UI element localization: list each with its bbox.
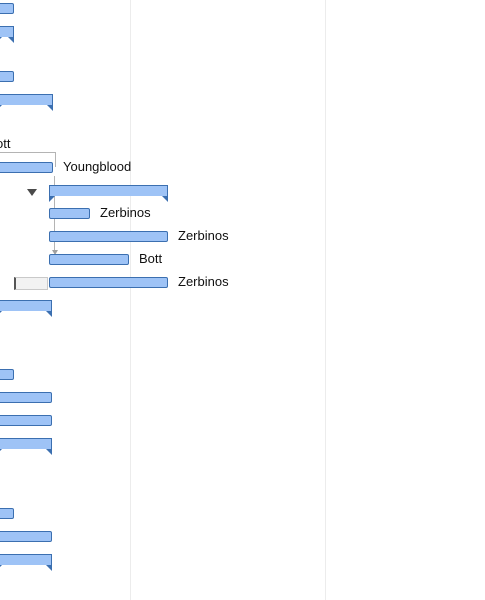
- dependency-connector: [0, 152, 56, 167]
- task-bar[interactable]: [0, 71, 14, 82]
- task-bar[interactable]: [49, 208, 90, 219]
- task-owner-label: Zerbinos: [100, 205, 151, 220]
- timeline-gridline: [325, 0, 326, 600]
- task-bar[interactable]: [0, 508, 14, 519]
- task-bar[interactable]: [0, 531, 52, 542]
- task-owner-label: Youngblood: [63, 159, 132, 174]
- task-bar[interactable]: [49, 254, 129, 265]
- task-owner-label: Zerbinos: [178, 228, 229, 243]
- task-bar[interactable]: [0, 369, 14, 380]
- summary-bar[interactable]: [0, 94, 53, 111]
- task-bar[interactable]: [0, 392, 52, 403]
- task-bar[interactable]: [0, 3, 14, 14]
- summary-bar[interactable]: [0, 300, 52, 317]
- task-owner-label: Zerbinos: [178, 274, 229, 289]
- summary-bar[interactable]: [0, 438, 52, 455]
- task-bar[interactable]: [0, 162, 53, 173]
- summary-bar[interactable]: [0, 554, 52, 571]
- task-bar[interactable]: [49, 277, 168, 288]
- task-bar[interactable]: [0, 415, 52, 426]
- timeline-gridline: [130, 0, 131, 600]
- resize-handle-icon[interactable]: [14, 277, 48, 290]
- summary-bar[interactable]: [49, 185, 168, 202]
- task-bar[interactable]: [49, 231, 168, 242]
- collapse-triangle-icon[interactable]: [27, 189, 37, 196]
- task-owner-label: Bott: [139, 251, 163, 266]
- summary-bar[interactable]: [0, 26, 14, 43]
- task-owner-label: ott: [0, 136, 11, 151]
- dependency-arrow-icon: [52, 250, 58, 255]
